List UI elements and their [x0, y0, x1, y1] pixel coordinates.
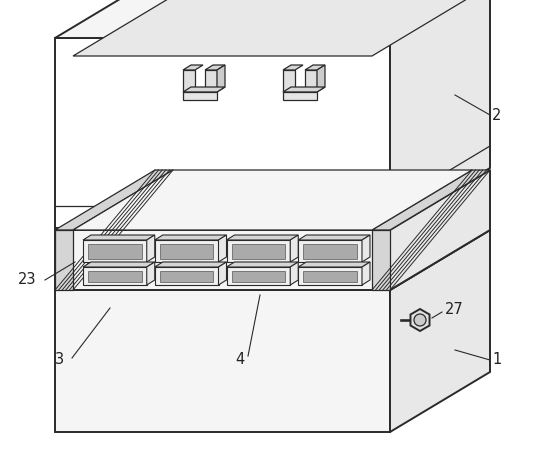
Polygon shape — [303, 271, 357, 282]
Polygon shape — [55, 0, 490, 38]
Polygon shape — [183, 92, 217, 100]
Polygon shape — [283, 92, 317, 100]
Polygon shape — [305, 65, 325, 70]
Text: 27: 27 — [445, 302, 464, 318]
Polygon shape — [205, 65, 225, 70]
Polygon shape — [291, 262, 298, 285]
Polygon shape — [291, 235, 298, 262]
Polygon shape — [303, 244, 357, 259]
Text: 1: 1 — [492, 353, 501, 368]
Polygon shape — [390, 170, 490, 290]
Polygon shape — [227, 267, 291, 285]
Polygon shape — [372, 230, 390, 290]
Polygon shape — [147, 262, 155, 285]
Polygon shape — [298, 267, 362, 285]
Polygon shape — [362, 235, 370, 262]
Polygon shape — [298, 240, 362, 262]
Polygon shape — [283, 70, 295, 92]
Polygon shape — [362, 262, 370, 285]
Polygon shape — [183, 87, 225, 92]
Polygon shape — [155, 240, 219, 262]
Polygon shape — [55, 290, 390, 432]
Polygon shape — [55, 170, 173, 230]
Polygon shape — [147, 235, 155, 262]
Polygon shape — [298, 262, 370, 267]
Polygon shape — [183, 70, 195, 92]
Polygon shape — [83, 240, 147, 262]
Polygon shape — [232, 244, 285, 259]
Polygon shape — [390, 0, 490, 228]
Polygon shape — [205, 70, 217, 92]
Polygon shape — [227, 262, 298, 267]
Polygon shape — [160, 244, 213, 259]
Circle shape — [414, 314, 426, 326]
Polygon shape — [317, 65, 325, 92]
Polygon shape — [83, 267, 147, 285]
Polygon shape — [73, 170, 472, 230]
Polygon shape — [160, 271, 213, 282]
Polygon shape — [155, 267, 219, 285]
Polygon shape — [155, 235, 227, 240]
Polygon shape — [227, 240, 291, 262]
Polygon shape — [55, 230, 73, 290]
Polygon shape — [227, 235, 298, 240]
Polygon shape — [217, 65, 225, 92]
Polygon shape — [183, 65, 203, 70]
Text: 23: 23 — [18, 273, 36, 287]
Polygon shape — [88, 244, 142, 259]
Text: 4: 4 — [235, 353, 244, 368]
Polygon shape — [219, 235, 227, 262]
Polygon shape — [55, 38, 390, 228]
Polygon shape — [83, 262, 155, 267]
Polygon shape — [283, 65, 303, 70]
Polygon shape — [283, 87, 325, 92]
Polygon shape — [372, 170, 490, 230]
Text: 3: 3 — [55, 353, 64, 368]
Polygon shape — [55, 230, 390, 290]
Polygon shape — [73, 0, 472, 56]
Polygon shape — [232, 271, 285, 282]
Polygon shape — [298, 235, 370, 240]
Polygon shape — [155, 262, 227, 267]
Polygon shape — [390, 230, 490, 432]
Polygon shape — [83, 235, 155, 240]
Polygon shape — [88, 271, 142, 282]
Polygon shape — [411, 309, 429, 331]
Polygon shape — [305, 70, 317, 92]
Polygon shape — [55, 230, 490, 290]
Text: 2: 2 — [492, 107, 501, 123]
Polygon shape — [219, 262, 227, 285]
